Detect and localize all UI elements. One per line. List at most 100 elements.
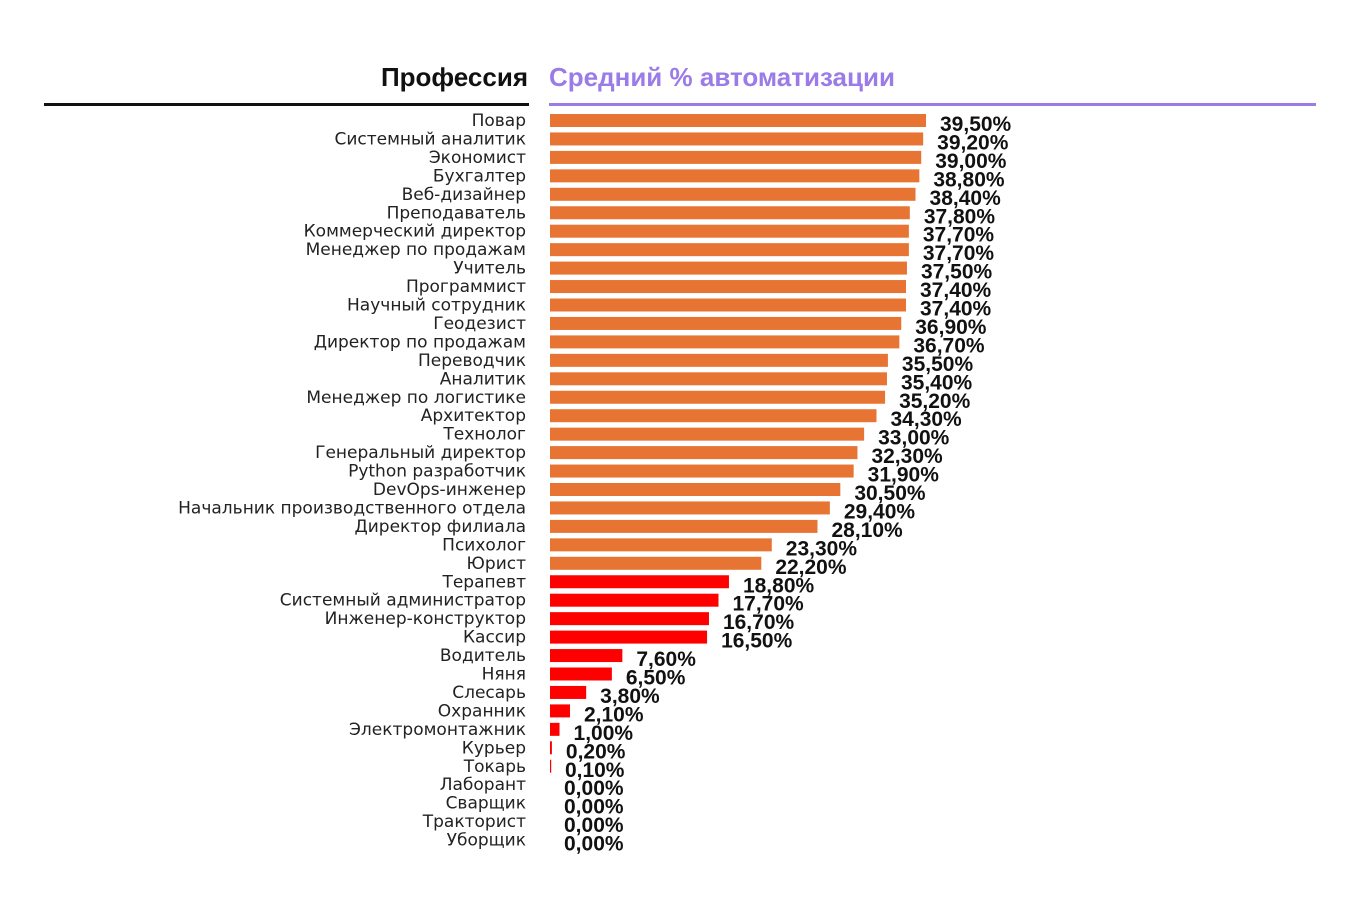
value-label: 0,00% (564, 796, 624, 819)
bar (550, 741, 552, 755)
bar (550, 169, 920, 183)
bar (550, 759, 552, 773)
category-label: Сварщик (446, 794, 526, 814)
bar (550, 630, 708, 644)
category-label: Веб-дизайнер (402, 185, 526, 205)
category-label: Генеральный директор (315, 443, 526, 463)
value-label: 37,70% (923, 242, 995, 265)
bar (550, 704, 570, 718)
category-label: Технолог (442, 425, 526, 445)
bar (550, 224, 909, 238)
bar (550, 501, 830, 515)
value-label: 34,30% (891, 408, 963, 431)
category-label: Коммерческий директор (304, 222, 526, 242)
category-label: DevOps-инженер (373, 480, 526, 500)
bar (550, 280, 907, 294)
category-label: Электромонтажник (349, 720, 526, 740)
category-label: Директор по продажам (314, 332, 526, 352)
value-label: 23,30% (786, 537, 858, 560)
bar (550, 372, 887, 386)
value-label: 3,80% (600, 685, 660, 708)
bar (550, 114, 926, 127)
category-label: Начальник производственного отдела (178, 498, 526, 518)
bar (550, 667, 612, 681)
bar (550, 335, 900, 349)
category-label: Системный администратор (280, 591, 526, 611)
category-label: Программист (406, 277, 526, 297)
value-label: 37,80% (924, 205, 996, 228)
value-label: 16,70% (723, 611, 795, 634)
value-label: 37,40% (920, 298, 992, 321)
header-rule-right (549, 103, 1316, 106)
value-label: 22,20% (775, 556, 847, 579)
header-rule-left (44, 103, 529, 106)
category-label: Экономист (429, 148, 526, 168)
value-label: 30,50% (854, 482, 926, 505)
bar (550, 575, 729, 589)
category-label: Научный сотрудник (347, 296, 526, 316)
bar (550, 649, 623, 663)
bar (550, 483, 841, 496)
value-label: 0,00% (564, 777, 624, 800)
value-label: 35,50% (902, 353, 974, 376)
value-label: 39,20% (937, 131, 1009, 154)
value-label: 38,80% (933, 168, 1005, 191)
value-label: 18,80% (743, 574, 815, 597)
value-label: 6,50% (626, 667, 686, 690)
category-label: Системный аналитик (334, 129, 526, 149)
category-label: Аналитик (440, 369, 526, 389)
category-label: Лаборант (440, 775, 526, 795)
value-label: 37,70% (923, 224, 995, 247)
category-label: Инженер-конструктор (325, 609, 526, 629)
bar (550, 685, 587, 699)
bar (550, 538, 772, 552)
value-label: 0,00% (564, 814, 624, 837)
value-label: 16,50% (721, 630, 793, 653)
bar (550, 593, 719, 607)
category-label: Учитель (453, 259, 526, 279)
category-label: Бухгалтер (433, 166, 526, 186)
value-label: 39,00% (935, 150, 1007, 173)
value-label: 31,90% (868, 464, 940, 487)
category-label: Уборщик (447, 831, 526, 851)
value-label: 29,40% (844, 500, 916, 523)
column-title-profession: Профессия (380, 62, 528, 92)
value-label: 39,50% (940, 113, 1012, 136)
bar (550, 132, 924, 146)
value-label: 35,20% (899, 390, 971, 413)
bar (550, 556, 762, 570)
bar (550, 261, 907, 275)
value-label: 38,40% (930, 187, 1002, 210)
value-label: 35,40% (901, 371, 973, 394)
category-label: Токарь (463, 757, 526, 777)
bar (550, 353, 888, 367)
category-label: Курьер (462, 738, 526, 758)
category-label: Охранник (438, 701, 526, 721)
value-label: 37,40% (920, 279, 992, 302)
value-label: 0,20% (566, 740, 626, 763)
category-label: Менеджер по логистике (306, 388, 526, 408)
category-label: Юрист (467, 554, 527, 574)
category-label: Повар (472, 111, 526, 131)
category-label: Преподаватель (387, 203, 526, 223)
category-label: Геодезист (433, 314, 526, 334)
category-label: Архитектор (421, 406, 526, 426)
bar (550, 612, 709, 626)
bar (550, 722, 560, 736)
bar (550, 390, 886, 404)
bar (550, 446, 858, 460)
value-label: 28,10% (831, 519, 903, 542)
category-label: Слесарь (452, 683, 526, 703)
value-label: 33,00% (878, 427, 950, 450)
bar (550, 316, 902, 330)
category-label: Няня (482, 665, 526, 685)
bar (550, 206, 910, 220)
bar (550, 243, 909, 257)
column-title-automation: Средний % автоматизации (549, 62, 895, 92)
category-label: Python разработчик (348, 462, 526, 482)
bar (550, 427, 865, 441)
value-label: 7,60% (636, 648, 696, 671)
category-label: Терапевт (441, 572, 526, 592)
